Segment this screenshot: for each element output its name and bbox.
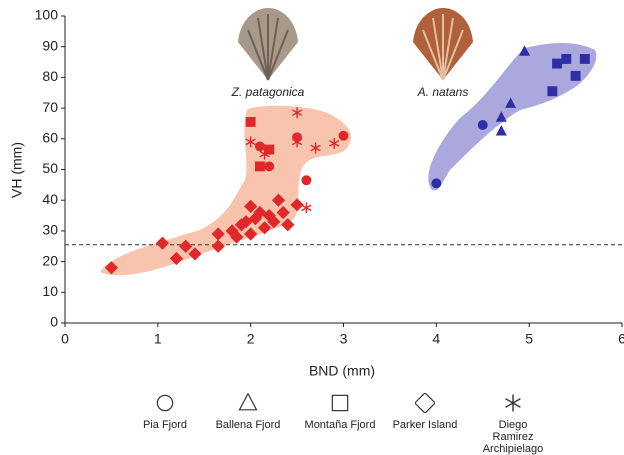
- marker: [301, 175, 311, 185]
- legend-symbol: [415, 393, 435, 413]
- marker: [332, 395, 347, 410]
- y-tick-label: 40: [42, 191, 58, 207]
- marker: [561, 54, 571, 64]
- legend-label: Ballena Fjord: [198, 419, 298, 431]
- marker: [240, 394, 257, 410]
- marker: [415, 393, 435, 413]
- y-tick-label: 70: [42, 99, 58, 115]
- x-tick-label: 5: [525, 331, 533, 347]
- marker: [547, 86, 557, 96]
- legend-item: Parker Island: [375, 393, 475, 431]
- x-tick-label: 2: [247, 331, 255, 347]
- species-label: Z. patagonica: [231, 85, 305, 99]
- legend-item: Ballena Fjord: [198, 393, 298, 431]
- x-tick-label: 6: [618, 331, 624, 347]
- legend-symbol: [330, 393, 350, 413]
- y-tick-label: 0: [50, 314, 58, 330]
- marker: [246, 117, 256, 127]
- legend-symbol: [238, 393, 258, 413]
- y-tick-label: 60: [42, 130, 58, 146]
- marker: [255, 161, 265, 171]
- y-axis-label: VH (mm): [9, 142, 25, 198]
- shell-image: [413, 8, 473, 80]
- y-tick-label: 50: [42, 160, 58, 176]
- shell-image: [238, 8, 298, 80]
- y-tick-label: 10: [42, 283, 58, 299]
- x-tick-label: 4: [432, 331, 440, 347]
- y-tick-label: 80: [42, 68, 58, 84]
- y-tick-label: 90: [42, 37, 58, 53]
- marker: [552, 59, 562, 69]
- marker: [478, 120, 488, 130]
- legend-symbol: [155, 393, 175, 413]
- legend-label: Diego Ramirez Archipielago: [463, 419, 563, 455]
- marker: [506, 395, 521, 412]
- z-patagonica-hull: [100, 106, 351, 276]
- legend-symbol: [503, 393, 523, 413]
- marker: [496, 125, 507, 135]
- page: Z. patagonica A. natans BND (mm) VH (mm)…: [0, 0, 624, 443]
- marker: [255, 142, 265, 152]
- marker: [302, 202, 312, 213]
- x-tick-label: 3: [340, 331, 348, 347]
- species-label: A. natans: [417, 85, 469, 99]
- y-tick-label: 100: [35, 7, 59, 23]
- x-tick-label: 1: [154, 331, 162, 347]
- marker: [157, 395, 172, 410]
- marker: [571, 71, 581, 81]
- x-axis-label: BND (mm): [309, 363, 375, 379]
- y-tick-label: 30: [42, 222, 58, 238]
- legend-label: Parker Island: [375, 419, 475, 431]
- legend-item: Diego Ramirez Archipielago: [463, 393, 563, 455]
- chart: Z. patagonica A. natans BND (mm) VH (mm)…: [0, 0, 624, 390]
- marker: [580, 54, 590, 64]
- marker: [339, 131, 349, 141]
- marker: [264, 161, 274, 171]
- marker: [431, 178, 441, 188]
- x-tick-label: 0: [61, 331, 69, 347]
- y-tick-label: 20: [42, 252, 58, 268]
